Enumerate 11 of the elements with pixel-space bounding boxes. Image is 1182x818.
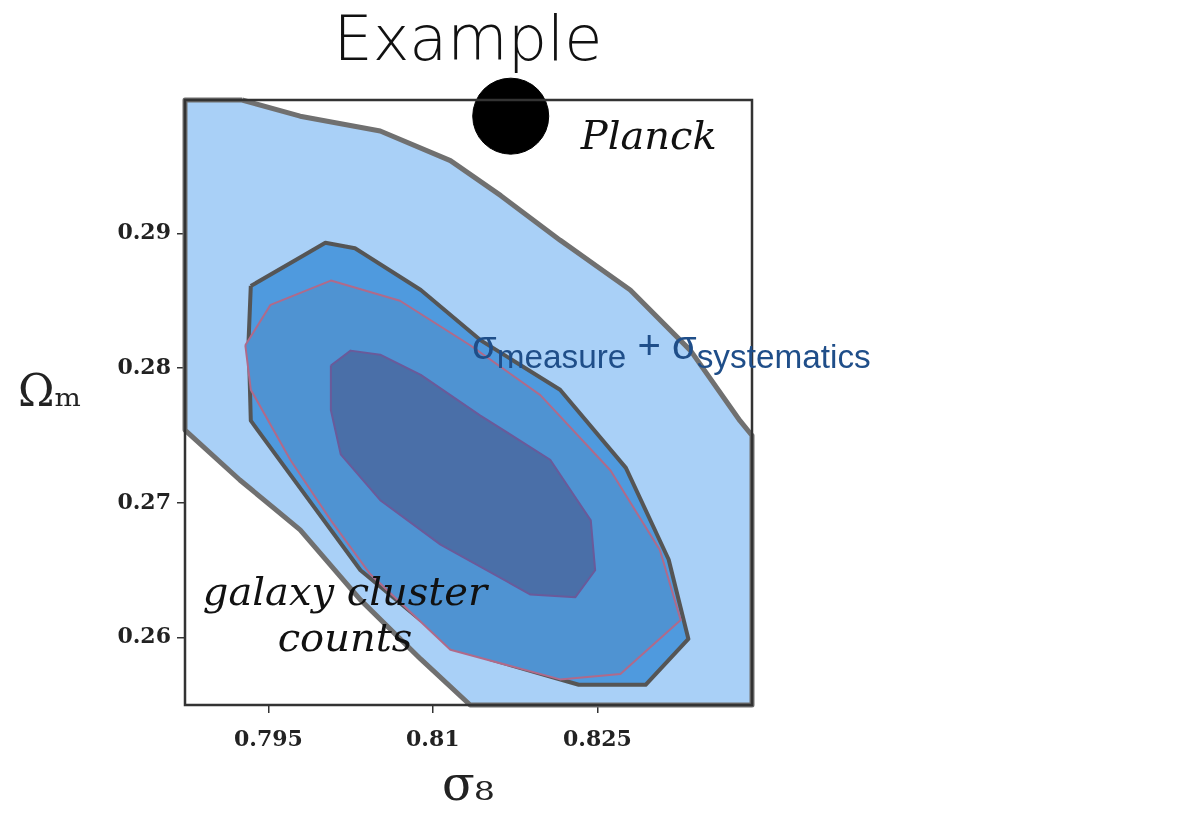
y-tick-label: 0.28 bbox=[117, 352, 171, 379]
annotation: Planck bbox=[579, 111, 717, 158]
y-tick-label: 0.26 bbox=[117, 622, 171, 649]
x-tick-label: 0.81 bbox=[406, 724, 460, 751]
x-tick-label: 0.795 bbox=[233, 724, 303, 751]
x-tick-label: 0.825 bbox=[562, 724, 632, 751]
y-tick-label: 0.29 bbox=[117, 218, 171, 245]
y-axis-title: Ωₘ bbox=[18, 365, 82, 416]
y-tick-label: 0.27 bbox=[117, 487, 171, 514]
x-axis-title: σ₈ bbox=[441, 755, 495, 811]
chart-title: Example bbox=[332, 2, 604, 75]
